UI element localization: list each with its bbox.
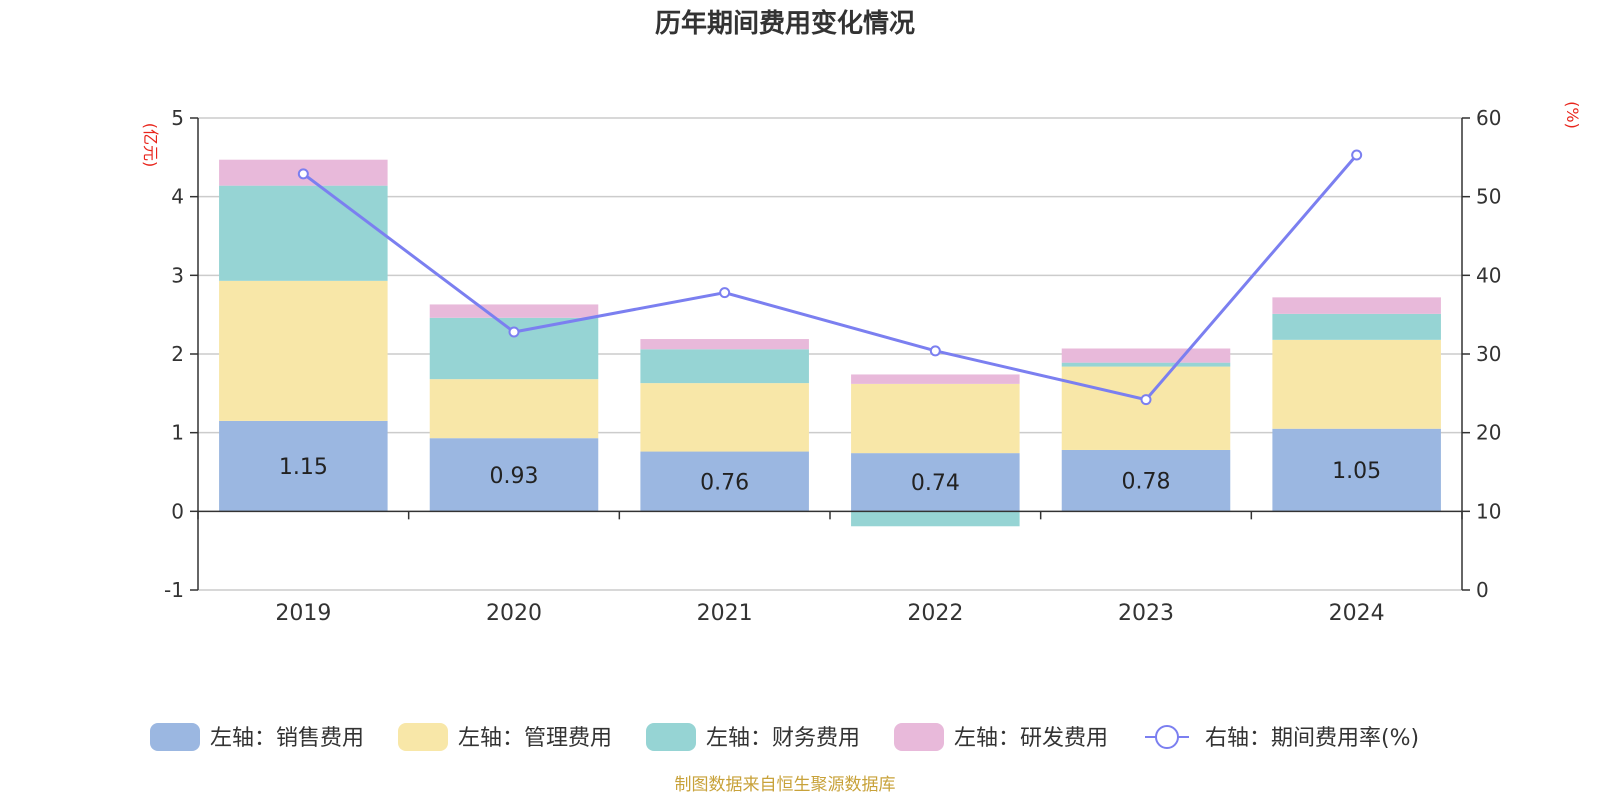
bar-2024-series-3 xyxy=(1272,297,1441,314)
expense-rate-line xyxy=(297,149,1363,406)
right-tick-label: 0 xyxy=(1476,578,1489,602)
legend-swatch-1 xyxy=(398,723,448,751)
category-label-2019: 2019 xyxy=(275,601,331,626)
left-tick-label: -1 xyxy=(164,578,184,602)
bar-2024-series-1 xyxy=(1272,339,1441,429)
source-note: 制图数据来自恒生聚源数据库 xyxy=(675,775,896,795)
legend-swatch-2 xyxy=(646,723,696,751)
right-tick-label: 30 xyxy=(1476,342,1501,366)
right-tick-label: 60 xyxy=(1476,106,1501,130)
bar-2024-series-0 xyxy=(1272,428,1441,512)
bar-2020-series-3 xyxy=(429,304,599,318)
data-labels: 1.15 0.93 0.76 0.74 0.78 1.05 xyxy=(279,455,1381,496)
bar-2019-series-2 xyxy=(219,185,388,281)
bar-2021-series-3 xyxy=(640,339,809,350)
left-axis-unit: (亿元) xyxy=(141,123,160,168)
category-label-2023: 2023 xyxy=(1118,601,1174,626)
bar-2019-series-0 xyxy=(219,420,388,512)
left-tick-label: 2 xyxy=(171,342,184,366)
expense-rate-point-2023 xyxy=(1140,394,1152,406)
legend-swatch-3 xyxy=(894,723,944,751)
bar-2022-series-1 xyxy=(851,383,1020,454)
bar-2021-series-0 xyxy=(640,451,809,512)
bar-2021-series-1 xyxy=(640,383,809,452)
bar-2019-series-1 xyxy=(219,280,388,421)
expense-rate-point-2019 xyxy=(297,168,309,180)
legend-label-0: 左轴：销售费用 xyxy=(210,726,364,751)
legend-line-marker xyxy=(1155,725,1179,749)
data-label-2019: 1.15 xyxy=(279,455,328,480)
left-tick-label: 3 xyxy=(171,263,184,287)
bar-2022-series-2 xyxy=(851,511,1020,527)
bar-2023-series-2 xyxy=(1061,362,1231,367)
expense-rate-point-2021 xyxy=(719,287,731,299)
data-label-2020: 0.93 xyxy=(490,464,539,489)
bar-2024-series-2 xyxy=(1272,313,1441,340)
right-axis-unit: (%) xyxy=(1563,101,1582,129)
chart-title: 历年期间费用变化情况 xyxy=(655,8,915,39)
left-tick-label: 5 xyxy=(171,106,184,130)
legend: 左轴：销售费用 左轴：管理费用 左轴：财务费用 左轴：研发费用 右轴：期间费用率(%) xyxy=(150,723,1419,751)
data-label-2021: 0.76 xyxy=(700,470,749,495)
right-tick-label: 50 xyxy=(1476,185,1501,209)
expense-rate-point-2020 xyxy=(508,326,520,338)
category-label-2022: 2022 xyxy=(907,601,963,626)
bar-2023-series-3 xyxy=(1061,348,1231,363)
right-tick-label: 10 xyxy=(1476,499,1501,523)
category-label-2020: 2020 xyxy=(486,601,542,626)
data-label-2023: 0.78 xyxy=(1122,470,1171,495)
data-label-2024: 1.05 xyxy=(1332,459,1381,484)
right-tick-label: 40 xyxy=(1476,263,1501,287)
legend-label-line-0: 右轴：期间费用率(%) xyxy=(1205,726,1419,751)
category-label-2024: 2024 xyxy=(1329,601,1385,626)
legend-swatch-0 xyxy=(150,723,200,751)
bar-2020-series-0 xyxy=(429,438,599,512)
bar-2021-series-2 xyxy=(640,349,809,384)
legend-label-3: 左轴：研发费用 xyxy=(954,726,1108,751)
legend-label-1: 左轴：管理费用 xyxy=(458,726,612,751)
left-tick-label: 4 xyxy=(171,185,184,209)
data-label-2022: 0.74 xyxy=(911,471,960,496)
expense-rate-polyline xyxy=(302,153,1358,402)
bars xyxy=(219,159,1441,527)
bar-2023-series-1 xyxy=(1061,366,1231,450)
bar-2020-series-1 xyxy=(429,379,599,439)
bar-2022-series-0 xyxy=(851,453,1020,512)
right-tick-label: 20 xyxy=(1476,421,1501,445)
bar-2023-series-0 xyxy=(1061,449,1231,512)
category-label-2021: 2021 xyxy=(697,601,753,626)
legend-label-2: 左轴：财务费用 xyxy=(706,726,860,751)
expense-rate-point-2022 xyxy=(929,345,941,357)
grid-lines xyxy=(198,117,1462,591)
left-tick-label: 0 xyxy=(171,499,184,523)
left-tick-label: 1 xyxy=(171,421,184,445)
expense-rate-point-2024 xyxy=(1351,149,1363,161)
bar-2022-series-3 xyxy=(851,374,1020,384)
